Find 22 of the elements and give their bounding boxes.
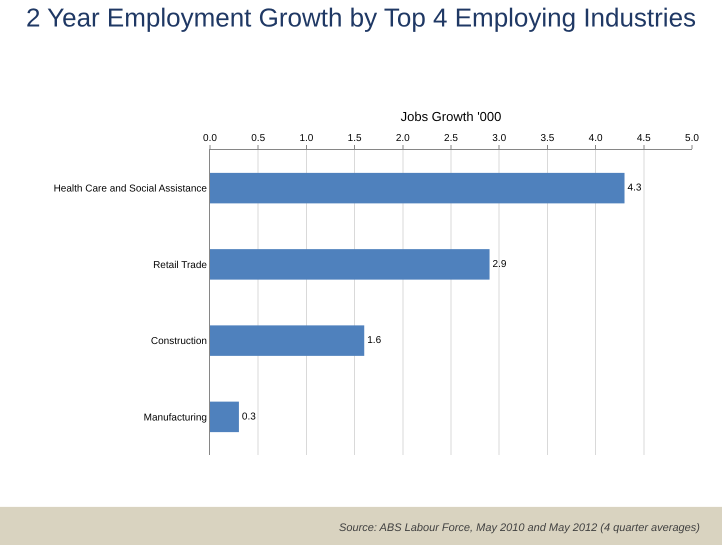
data-label: 1.6 bbox=[367, 335, 382, 346]
x-tick-label: 4.0 bbox=[588, 133, 603, 144]
x-tick-label: 2.0 bbox=[396, 133, 410, 144]
data-label: 0.3 bbox=[242, 411, 256, 422]
x-tick-label: 1.0 bbox=[299, 133, 314, 144]
y-tick-label: Health Care and Social Assistance bbox=[54, 184, 208, 195]
x-tick-label: 1.5 bbox=[348, 133, 362, 144]
y-tick-label: Manufacturing bbox=[144, 412, 207, 424]
data-label: 2.9 bbox=[492, 258, 507, 270]
chart-title: 2 Year Employment Growth by Top 4 Employing Industries bbox=[26, 2, 696, 32]
x-tick-label: 2.5 bbox=[444, 133, 458, 144]
x-tick-label: 3.5 bbox=[540, 133, 555, 144]
x-tick-label: 0.0 bbox=[203, 133, 218, 144]
x-tick-label: 5.0 bbox=[685, 133, 700, 144]
y-tick-label: Retail Trade bbox=[153, 260, 208, 271]
source-note: Source: ABS Labour Force, May 2010 and May 2012 (4 quarter averages) bbox=[339, 522, 700, 534]
x-tick-label: 0.5 bbox=[251, 133, 266, 144]
data-label: 4.3 bbox=[628, 182, 642, 194]
y-tick-label: Construction bbox=[150, 336, 207, 348]
x-axis-title: Jobs Growth '000 bbox=[400, 108, 502, 124]
x-tick-label: 4.5 bbox=[636, 133, 652, 144]
x-tick-label: 3.0 bbox=[492, 133, 507, 144]
